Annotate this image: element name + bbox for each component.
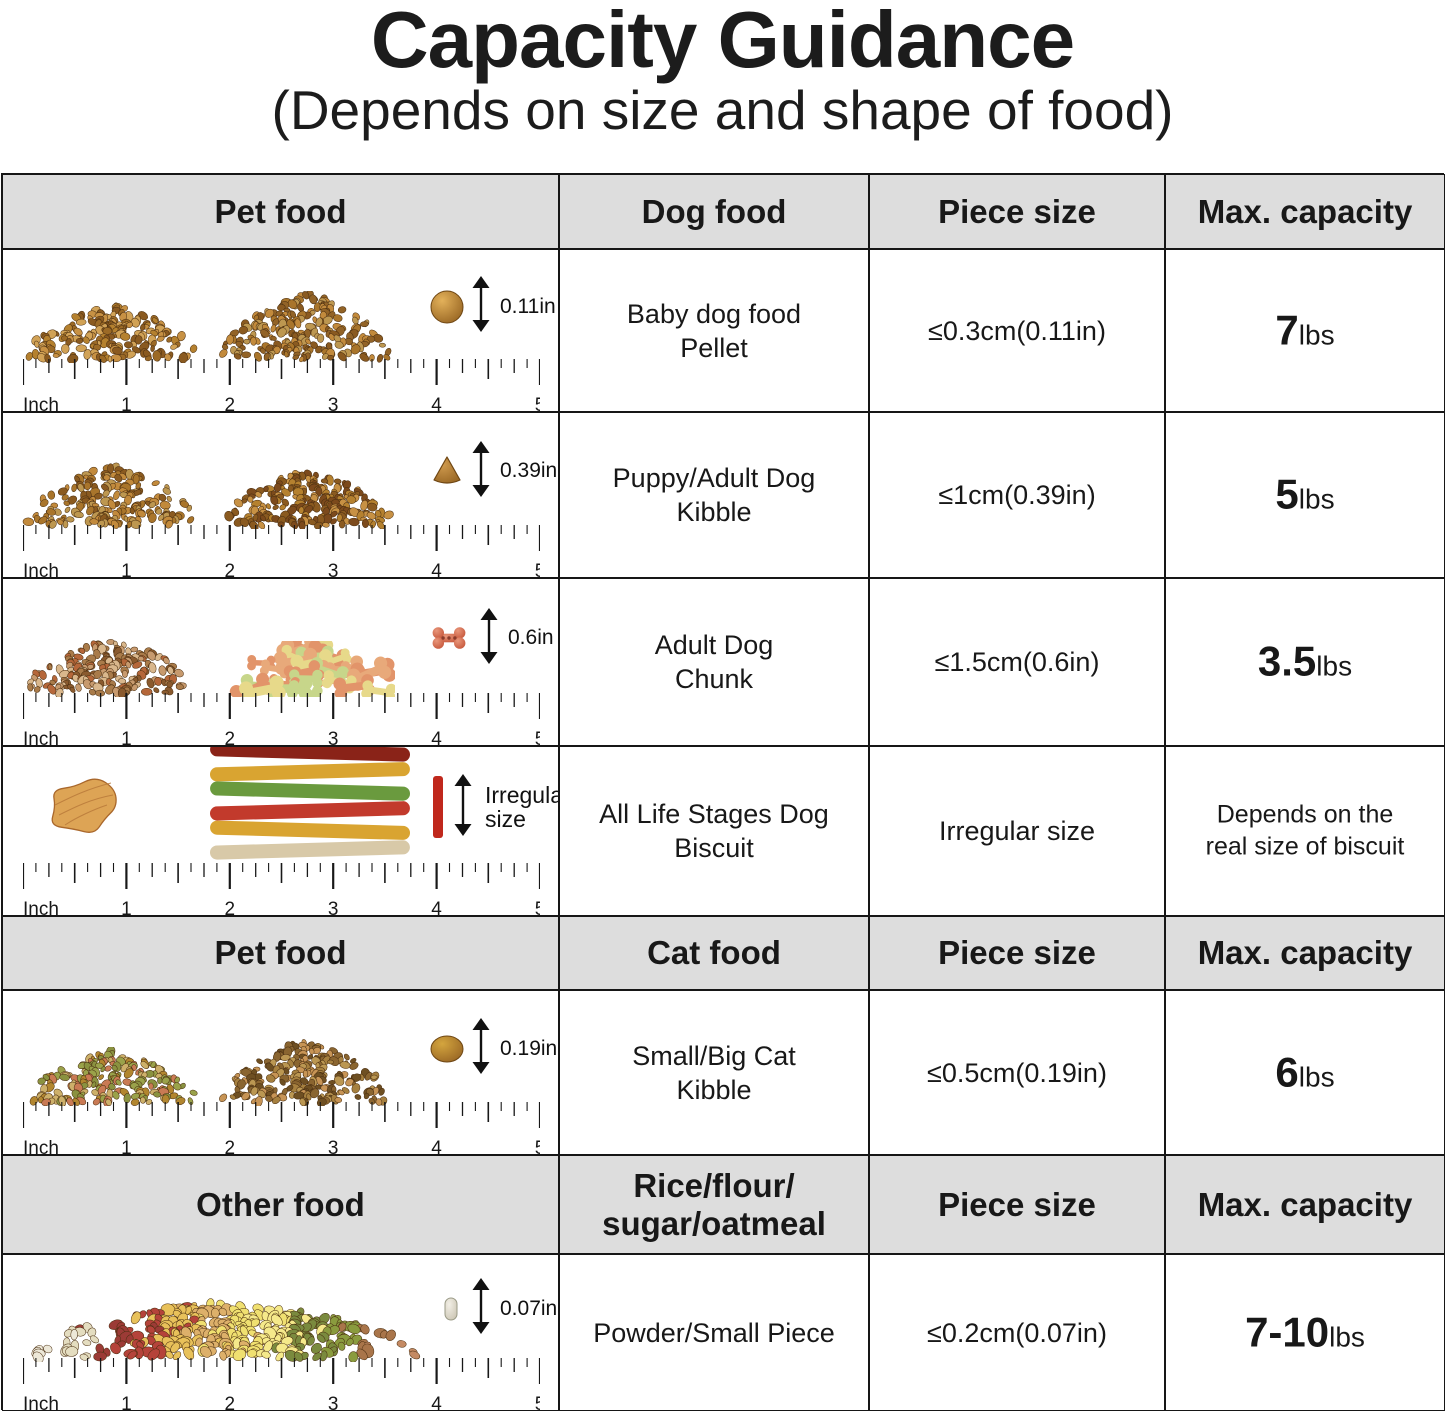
svg-text:5: 5 — [535, 395, 540, 412]
svg-text:5: 5 — [535, 1394, 540, 1411]
svg-text:1: 1 — [121, 729, 132, 746]
svg-text:5: 5 — [535, 1138, 540, 1155]
svg-text:2: 2 — [225, 1138, 236, 1155]
svg-text:2: 2 — [225, 729, 236, 746]
svg-text:Inch: Inch — [23, 561, 59, 578]
svg-text:4: 4 — [431, 1394, 442, 1411]
svg-text:Inch: Inch — [23, 899, 59, 916]
svg-text:5: 5 — [535, 729, 540, 746]
svg-text:Inch: Inch — [23, 395, 59, 412]
svg-text:3: 3 — [328, 1394, 339, 1411]
svg-text:4: 4 — [431, 729, 442, 746]
svg-text:1: 1 — [121, 1394, 132, 1411]
svg-text:4: 4 — [431, 561, 442, 578]
svg-text:3: 3 — [328, 729, 339, 746]
svg-text:3: 3 — [328, 899, 339, 916]
svg-text:2: 2 — [225, 561, 236, 578]
svg-text:Inch: Inch — [23, 1138, 59, 1155]
svg-text:2: 2 — [225, 1394, 236, 1411]
svg-text:4: 4 — [431, 899, 442, 916]
svg-text:2: 2 — [225, 395, 236, 412]
svg-text:Inch: Inch — [23, 729, 59, 746]
svg-text:5: 5 — [535, 561, 540, 578]
svg-text:1: 1 — [121, 899, 132, 916]
svg-text:1: 1 — [121, 1138, 132, 1155]
svg-text:3: 3 — [328, 1138, 339, 1155]
svg-text:3: 3 — [328, 561, 339, 578]
svg-text:1: 1 — [121, 395, 132, 412]
svg-text:2: 2 — [225, 899, 236, 916]
svg-text:4: 4 — [431, 1138, 442, 1155]
svg-text:3: 3 — [328, 395, 339, 412]
svg-text:5: 5 — [535, 899, 540, 916]
svg-text:1: 1 — [121, 561, 132, 578]
svg-text:4: 4 — [431, 395, 442, 412]
svg-text:Inch: Inch — [23, 1394, 59, 1411]
